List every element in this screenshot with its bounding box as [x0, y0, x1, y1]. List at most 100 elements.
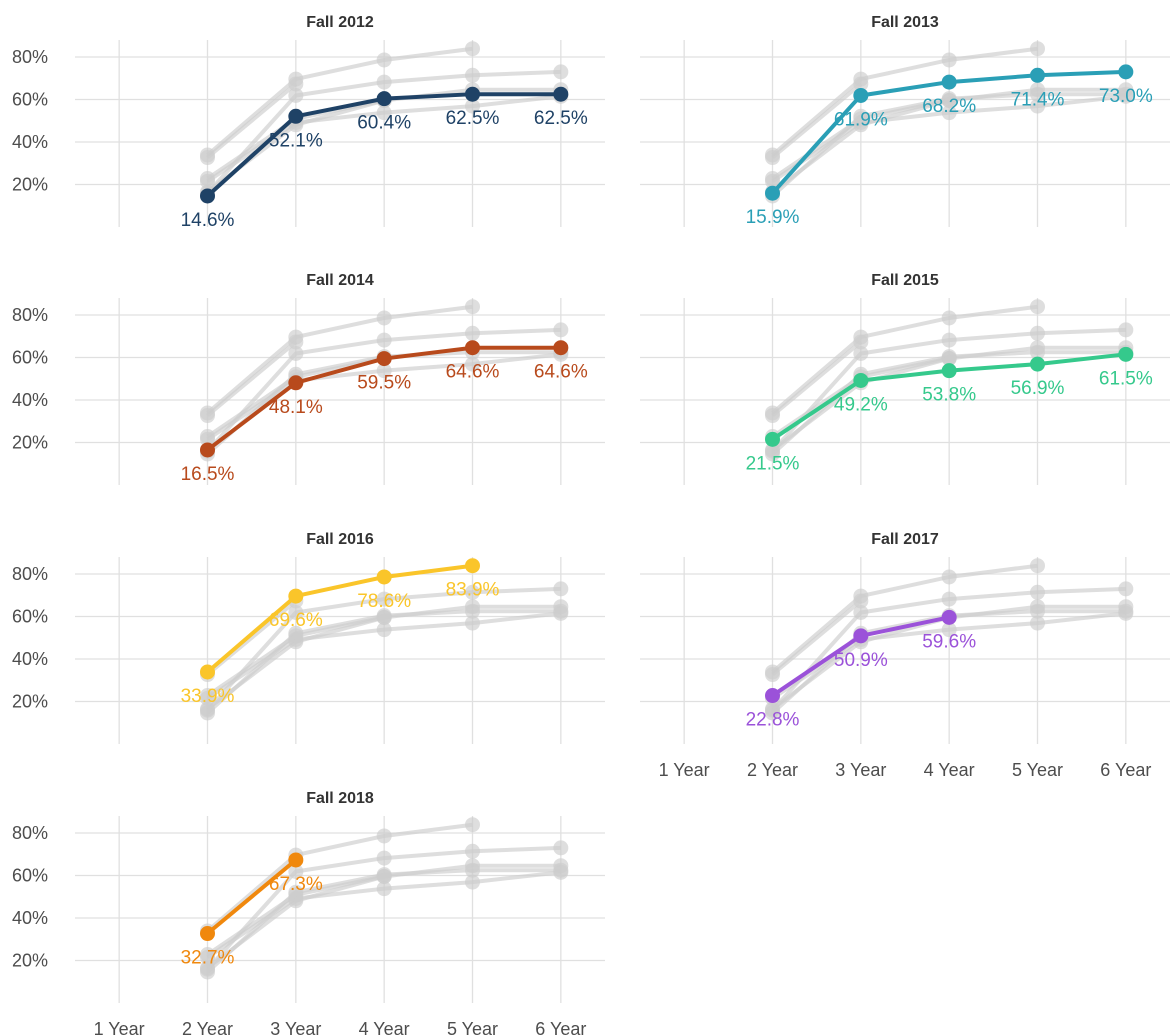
- y-tick-label: 20%: [12, 951, 48, 971]
- background-series-point: [853, 76, 869, 92]
- background-series-point: [1030, 299, 1045, 315]
- background-series-point: [1118, 581, 1134, 597]
- background-series-point: [200, 688, 215, 704]
- background-series-line: [206, 82, 298, 160]
- panel-title: Fall 2015: [871, 272, 939, 289]
- highlight-series-line: [206, 858, 298, 936]
- background-series-line: [206, 304, 473, 415]
- highlight-series-point: [765, 185, 780, 201]
- highlight-series-point: [465, 340, 480, 356]
- background-series-point: [376, 622, 392, 638]
- panel-title: Fall 2018: [306, 790, 374, 807]
- y-tick-label: 60%: [12, 348, 48, 368]
- data-label: 61.9%: [834, 109, 888, 130]
- highlight-series-point: [376, 351, 392, 367]
- data-label: 15.9%: [746, 207, 800, 228]
- background-series-point: [853, 593, 869, 609]
- panel-title: Fall 2013: [871, 14, 939, 31]
- background-series-point: [553, 581, 569, 597]
- background-series-point: [765, 442, 780, 458]
- highlight-series-point: [200, 442, 215, 458]
- background-series-point: [376, 828, 392, 844]
- background-series-point: [288, 345, 304, 361]
- background-series-point: [376, 332, 392, 348]
- y-tick-label: 20%: [12, 433, 48, 453]
- data-label: 67.3%: [269, 874, 323, 895]
- background-series-point: [941, 105, 957, 121]
- background-series-point: [853, 334, 869, 350]
- highlight-series-point: [853, 372, 869, 388]
- background-series-point: [288, 887, 304, 903]
- data-label: 59.6%: [922, 631, 976, 652]
- highlight-series-point: [376, 569, 392, 585]
- y-tick-label: 80%: [12, 305, 48, 325]
- background-series-point: [765, 171, 780, 187]
- highlight-series-point: [853, 87, 869, 103]
- background-series-point: [941, 310, 957, 326]
- highlight-series-point: [941, 74, 957, 90]
- data-label: 33.9%: [181, 686, 235, 707]
- background-series-point: [1030, 584, 1045, 600]
- background-series-point: [553, 322, 569, 338]
- highlight-series-point: [200, 188, 215, 204]
- data-label: 71.4%: [1011, 89, 1065, 110]
- background-series-point: [1030, 340, 1045, 356]
- x-tick-label: 2 Year: [182, 1019, 233, 1036]
- panel-title: Fall 2012: [306, 14, 374, 31]
- background-series-point: [376, 881, 392, 897]
- background-series-point: [853, 111, 869, 127]
- highlight-series-point: [288, 108, 304, 124]
- background-series-point: [465, 599, 480, 615]
- background-series-point: [288, 628, 304, 644]
- background-series-point: [1118, 322, 1134, 338]
- data-label: 83.9%: [446, 580, 500, 601]
- background-series-point: [765, 408, 780, 424]
- data-label: 78.6%: [357, 591, 411, 612]
- y-tick-label: 20%: [12, 692, 48, 712]
- background-series-point: [765, 701, 780, 717]
- data-label: 62.5%: [534, 108, 588, 129]
- data-label: 16.5%: [181, 464, 235, 485]
- background-series-point: [553, 864, 569, 880]
- y-tick-label: 40%: [12, 390, 48, 410]
- y-tick-label: 80%: [12, 564, 48, 584]
- data-label: 22.8%: [746, 710, 800, 731]
- highlight-series-point: [941, 363, 957, 379]
- data-label: 62.5%: [446, 108, 500, 129]
- background-series-point: [200, 960, 215, 976]
- background-series-point: [376, 868, 392, 884]
- background-series-point: [376, 74, 392, 90]
- highlight-series-point: [553, 340, 569, 356]
- background-series-line: [206, 599, 298, 677]
- data-label: 48.1%: [269, 397, 323, 418]
- background-series-point: [200, 171, 215, 187]
- highlight-series-point: [853, 628, 869, 644]
- background-series-point: [288, 334, 304, 350]
- x-tick-label: 5 Year: [447, 1019, 498, 1036]
- data-label: 52.1%: [269, 130, 323, 151]
- highlight-series-point: [288, 375, 304, 391]
- background-series-point: [1030, 98, 1045, 114]
- background-series-point: [853, 345, 869, 361]
- background-series-point: [465, 584, 480, 600]
- data-label: 61.5%: [1099, 368, 1153, 389]
- y-tick-label: 80%: [12, 823, 48, 843]
- background-series-point: [941, 92, 957, 108]
- data-label: 53.8%: [922, 385, 976, 406]
- highlight-series-point: [765, 431, 780, 447]
- background-series-point: [1118, 88, 1134, 104]
- background-series-line: [206, 822, 473, 933]
- highlight-series-point: [941, 609, 957, 625]
- background-series-point: [1030, 82, 1045, 98]
- data-label: 64.6%: [534, 362, 588, 383]
- background-series-line: [206, 46, 473, 157]
- panel-fall-2012: Fall 2012 20% 40% 60% 80% 14.6% 52.1% 60.4% 62.5…: [12, 14, 605, 231]
- x-tick-label: 4 Year: [359, 1019, 410, 1036]
- x-tick-label: 5 Year: [1012, 760, 1063, 780]
- background-series-point: [376, 310, 392, 326]
- background-series-point: [465, 356, 480, 372]
- x-tick-label: 3 Year: [835, 760, 886, 780]
- highlight-series-point: [376, 91, 392, 107]
- y-tick-label: 60%: [12, 866, 48, 886]
